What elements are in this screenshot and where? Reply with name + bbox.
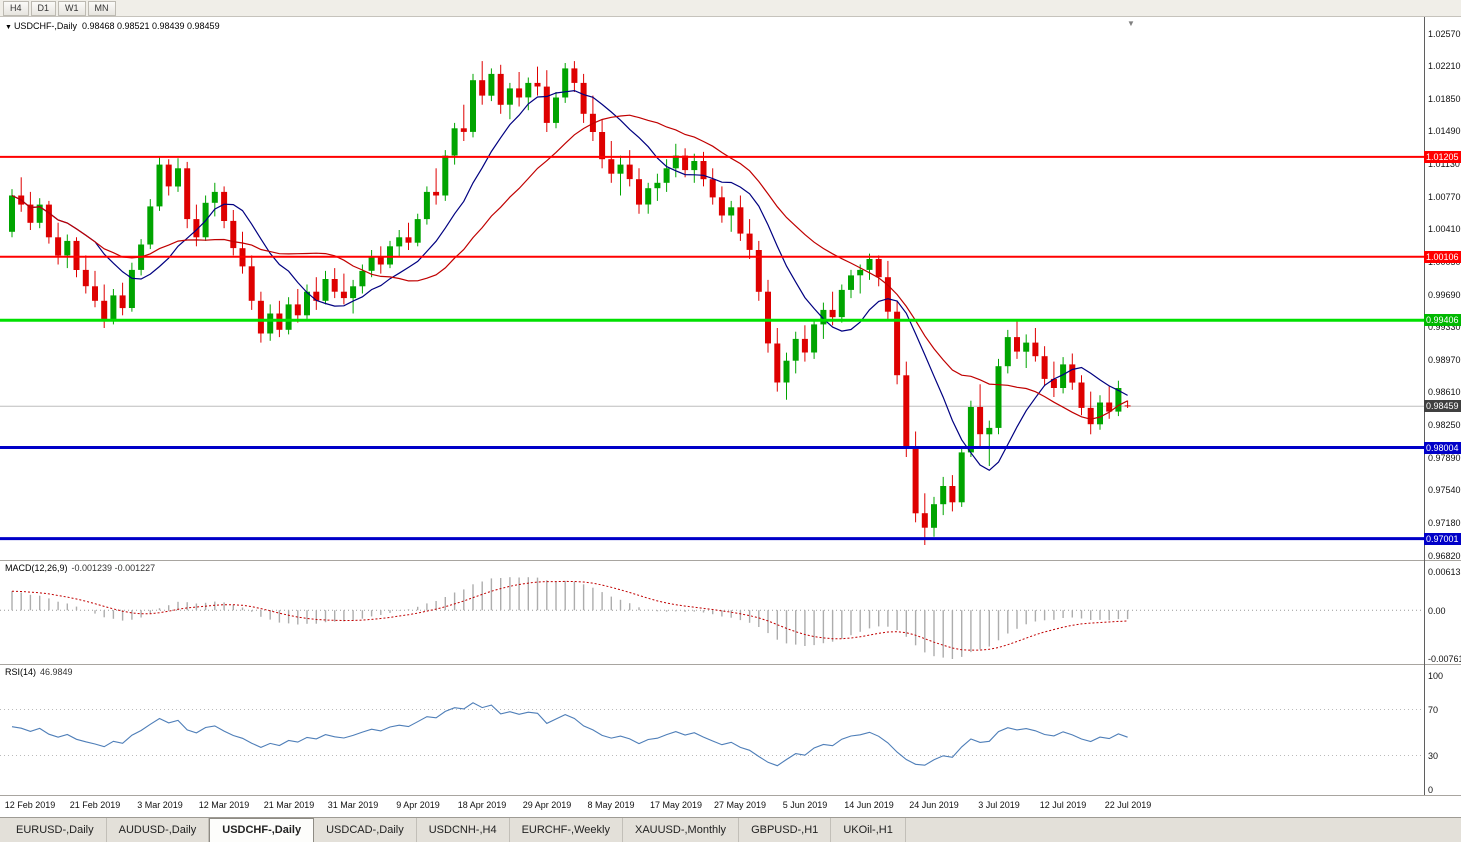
- date-axis-label: 17 May 2019: [649, 800, 703, 810]
- macd-name: MACD(12,26,9): [5, 563, 68, 573]
- price-axis-label: 1.00410: [1428, 224, 1461, 234]
- price-axis-label: 0.98610: [1428, 387, 1461, 397]
- date-axis-label: 5 Jun 2019: [782, 800, 828, 810]
- panel-separator[interactable]: [0, 560, 1461, 561]
- price-level-badge: 1.01205: [1424, 151, 1461, 163]
- date-axis-label: 27 May 2019: [713, 800, 767, 810]
- panel-separator: [0, 795, 1461, 796]
- macd-axis: 0.00613 0.00 -0.00761: [1424, 561, 1461, 664]
- chart-tab-usdcnh[interactable]: USDCNH-,H4: [417, 818, 510, 842]
- rsi-label: RSI(14) 46.9849: [5, 667, 73, 677]
- price-axis-label: 0.98970: [1428, 355, 1461, 365]
- date-axis-label: 18 Apr 2019: [457, 800, 507, 810]
- chart-shift-marker-icon[interactable]: ▼: [1127, 19, 1135, 28]
- price-axis-label: 1.02570: [1428, 29, 1461, 39]
- rsi-axis-label: 70: [1428, 705, 1439, 715]
- chart-tab-eurchf[interactable]: EURCHF-,Weekly: [510, 818, 623, 842]
- date-axis-label: 24 Jun 2019: [909, 800, 959, 810]
- date-axis-label: 29 Apr 2019: [522, 800, 572, 810]
- price-level-badge: 0.97001: [1424, 533, 1461, 545]
- date-axis-label: 21 Mar 2019: [263, 800, 315, 810]
- date-axis-label: 9 Apr 2019: [396, 800, 440, 810]
- price-axis-label: 1.00770: [1428, 192, 1461, 202]
- date-axis-label: 12 Jul 2019: [1039, 800, 1087, 810]
- date-axis-label: 12 Feb 2019: [4, 800, 56, 810]
- price-axis-label: 1.02210: [1428, 61, 1461, 71]
- rsi-axis-label: 100: [1428, 671, 1444, 681]
- price-axis-label: 1.01490: [1428, 126, 1461, 136]
- date-axis-label: 3 Jul 2019: [978, 800, 1020, 810]
- price-axis-label: 0.96820: [1428, 551, 1461, 561]
- date-axis-label: 21 Feb 2019: [69, 800, 121, 810]
- chart-title-triangle-icon[interactable]: ▼: [5, 24, 12, 31]
- timeframe-button-mn[interactable]: MN: [87, 0, 116, 16]
- main-chart-canvas[interactable]: [0, 17, 1424, 560]
- price-axis-label: 1.01850: [1428, 94, 1461, 104]
- timeframe-toolbar: H4 D1 W1 MN: [0, 0, 1461, 17]
- rsi-axis-label: 30: [1428, 751, 1439, 761]
- rsi-axis-label: 0: [1428, 785, 1434, 795]
- chart-tab-audusd[interactable]: AUDUSD-,Daily: [107, 818, 210, 842]
- timeframe-button-d1[interactable]: D1: [30, 0, 57, 16]
- date-axis-label: 3 Mar 2019: [137, 800, 183, 810]
- price-level-badge: 0.99406: [1424, 314, 1461, 326]
- chart-tab-eurusd[interactable]: EURUSD-,Daily: [4, 818, 107, 842]
- macd-values: -0.001239 -0.001227: [71, 563, 156, 573]
- macd-axis-label: 0.00: [1428, 606, 1446, 616]
- price-axis-label: 0.98250: [1428, 420, 1461, 430]
- price-axis-label: 0.99330: [1428, 322, 1461, 332]
- macd-axis-label: -0.00761: [1428, 654, 1461, 664]
- date-axis-label: 14 Jun 2019: [844, 800, 894, 810]
- panel-separator[interactable]: [0, 664, 1461, 665]
- price-axis-label: 0.97890: [1428, 453, 1461, 463]
- date-axis-label: 12 Mar 2019: [198, 800, 250, 810]
- price-axis: 1.02570 1.02210 1.01850 1.01490 1.01130 1.007…: [1424, 17, 1461, 561]
- chart-tab-usdchf[interactable]: USDCHF-,Daily: [209, 818, 315, 842]
- current-price-badge: 0.98459: [1424, 400, 1461, 412]
- chart-tab-usdcad[interactable]: USDCAD-,Daily: [314, 818, 417, 842]
- chart-tab-xauusd[interactable]: XAUUSD-,Monthly: [623, 818, 740, 842]
- date-axis[interactable]: 12 Feb 2019 21 Feb 2019 3 Mar 2019 12 Mar 2…: [0, 796, 1461, 816]
- price-axis-label: 1.01130: [1428, 159, 1460, 169]
- date-axis-label: 22 Jul 2019: [1104, 800, 1152, 810]
- chart-title: ▼ USDCHF-,Daily 0.98468 0.98521 0.98439 0.…: [5, 21, 220, 31]
- chart-tab-ukoil[interactable]: UKOil-,H1: [831, 818, 906, 842]
- price-level-badge: 0.98004: [1424, 442, 1461, 454]
- rsi-value: 46.9849: [40, 667, 73, 677]
- rsi-name: RSI(14): [5, 667, 37, 677]
- date-axis-label: 31 Mar 2019: [327, 800, 379, 810]
- chart-tab-gbpusd[interactable]: GBPUSD-,H1: [739, 818, 832, 842]
- price-level-badge: 1.00106: [1424, 251, 1461, 263]
- timeframe-button-h4[interactable]: H4: [3, 0, 29, 16]
- rsi-canvas[interactable]: [0, 665, 1424, 795]
- chart-title-ohlc: 0.98468 0.98521 0.98439 0.98459: [81, 21, 220, 31]
- macd-canvas[interactable]: [0, 561, 1424, 664]
- macd-label: MACD(12,26,9) -0.001239 -0.001227: [5, 563, 155, 573]
- rsi-axis: 100 70 30 0: [1424, 665, 1461, 795]
- price-axis-label: 0.97540: [1428, 485, 1461, 495]
- macd-axis-label: 0.00613: [1428, 567, 1461, 577]
- timeframe-button-w1[interactable]: W1: [58, 0, 86, 16]
- price-axis-label: 0.97180: [1428, 518, 1461, 528]
- date-axis-label: 8 May 2019: [587, 800, 635, 810]
- chart-title-symbol: USDCHF-,Daily: [13, 21, 77, 31]
- chart-tab-bar: EURUSD-,Daily AUDUSD-,Daily USDCHF-,Daily U…: [0, 817, 1461, 842]
- price-axis-label: 0.99690: [1428, 290, 1461, 300]
